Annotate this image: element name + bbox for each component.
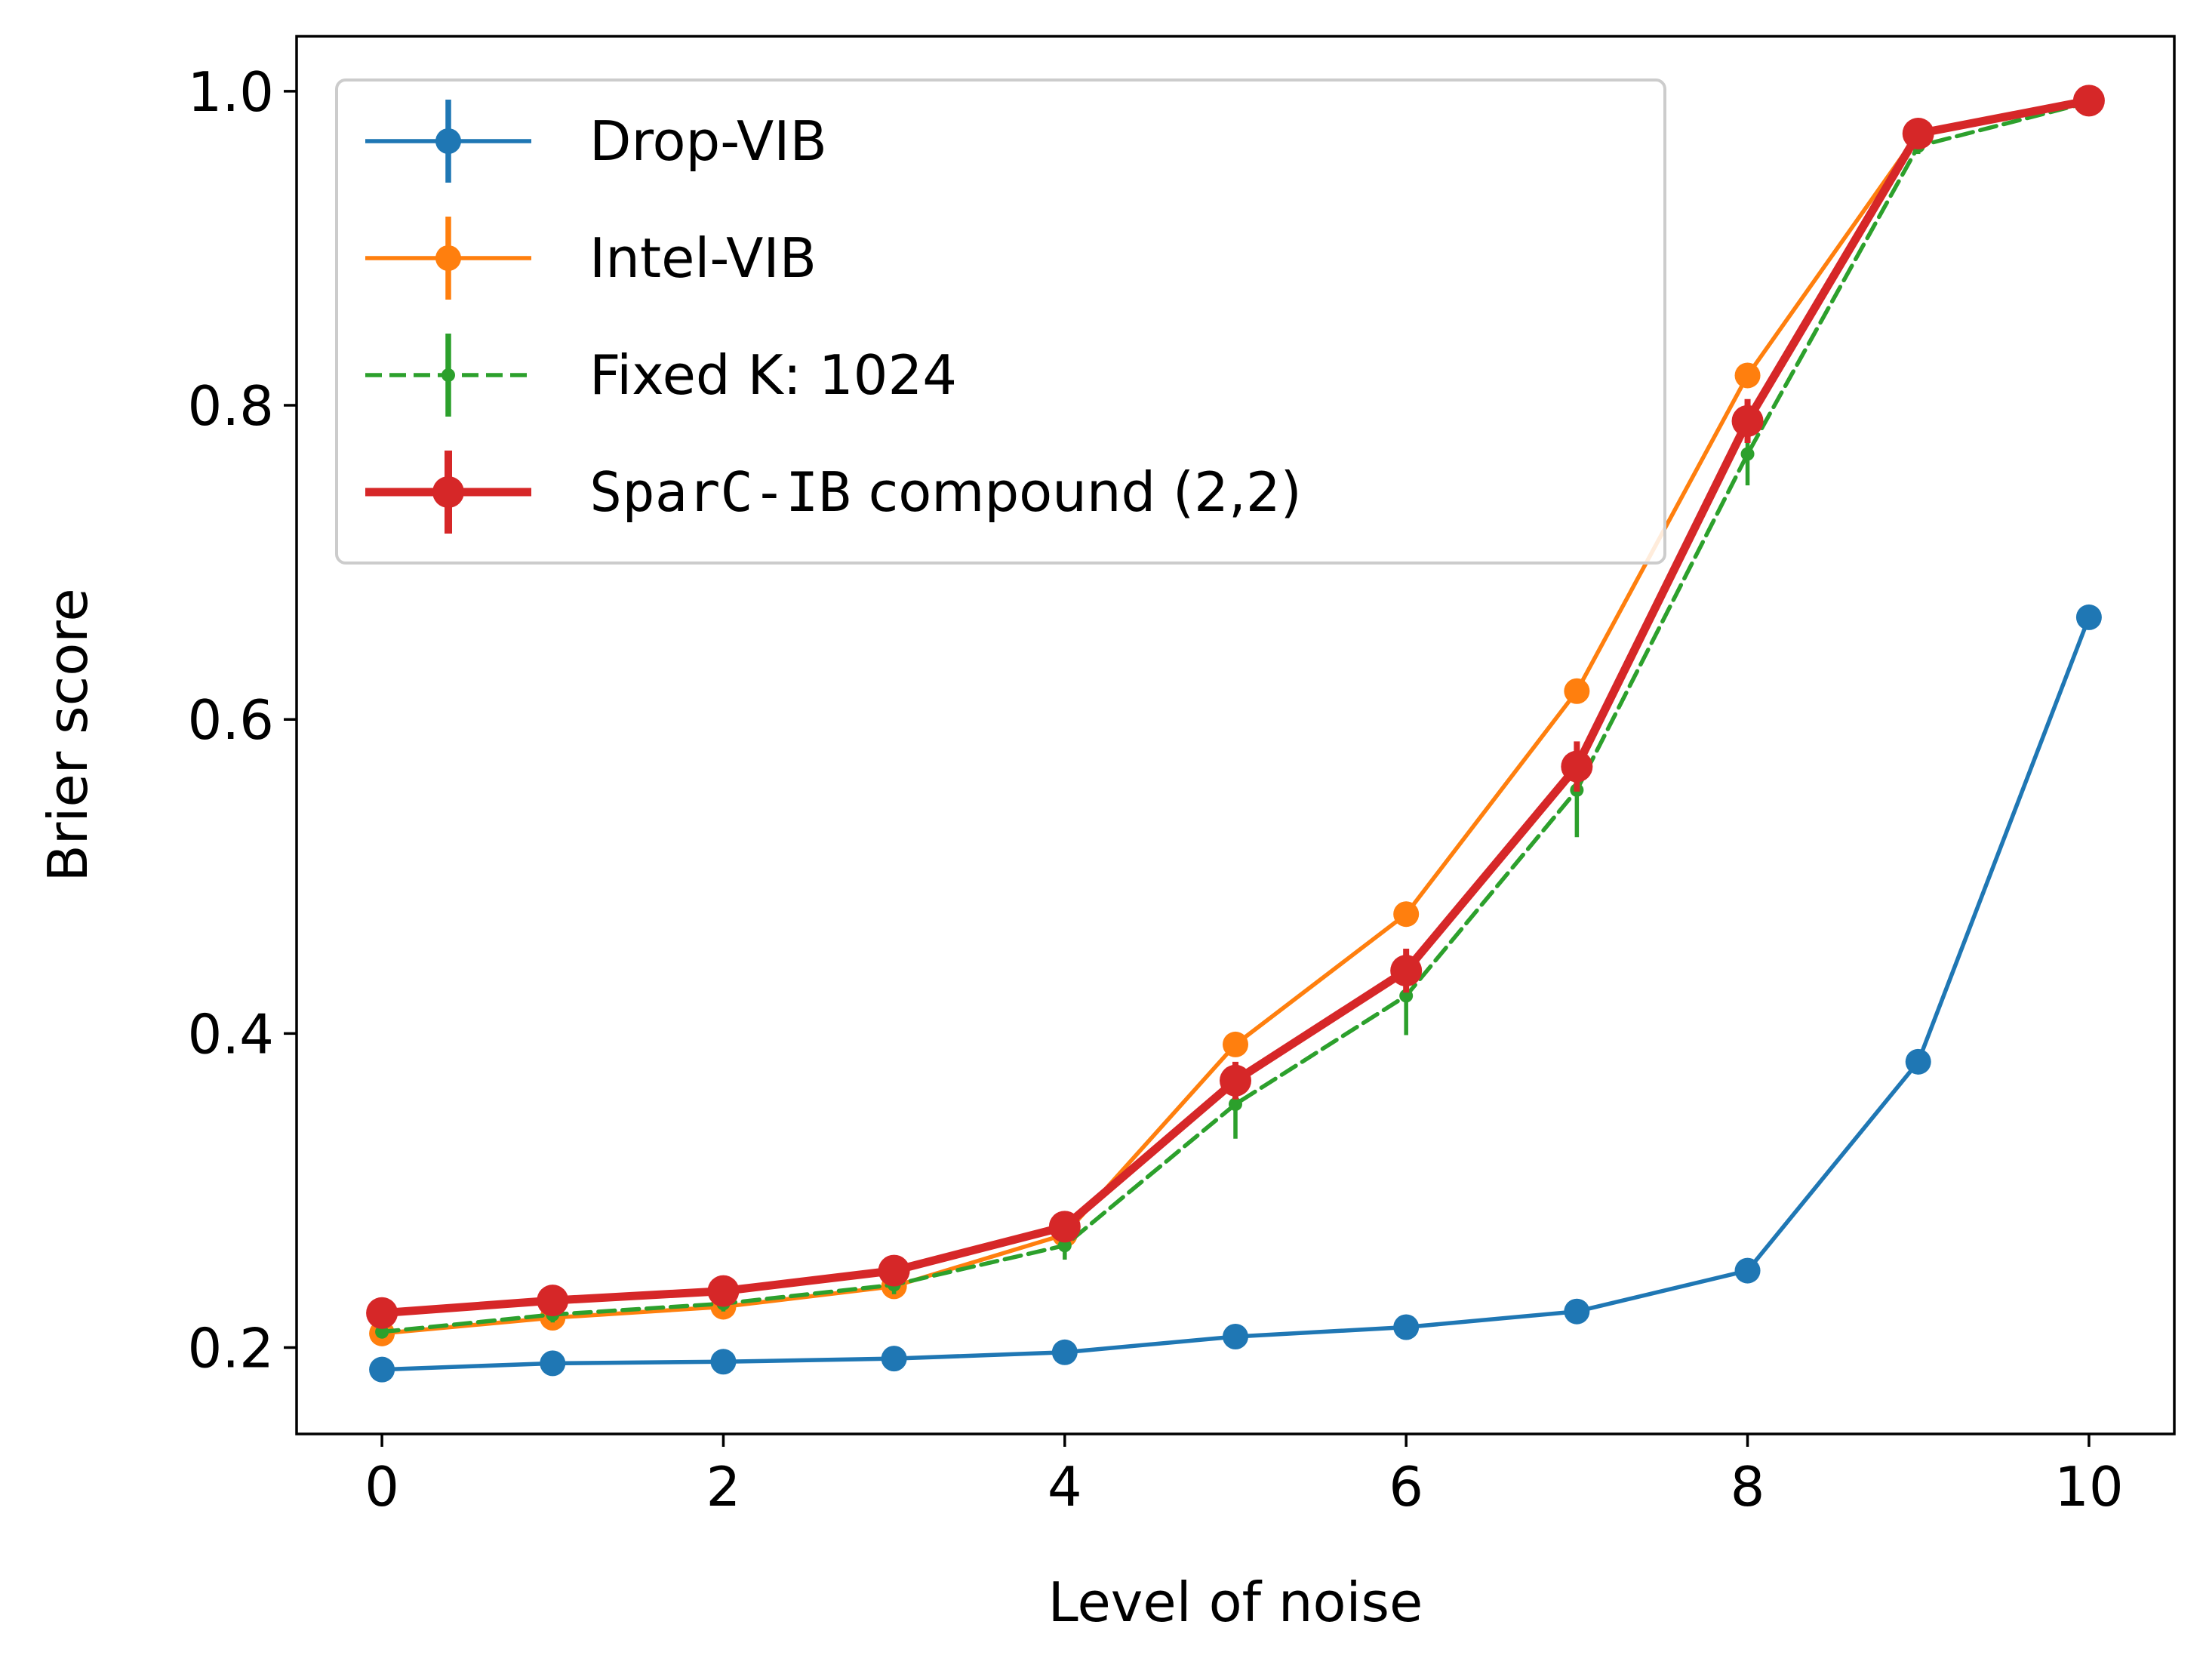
legend-marker <box>442 368 455 382</box>
y-tick-label: 1.0 <box>187 60 274 124</box>
data-point <box>1399 989 1414 1003</box>
x-tick-label: 4 <box>1048 1455 1082 1518</box>
legend-handle-0 <box>365 100 531 183</box>
legend-label-sparc-ib-suffix: compound (2,2) <box>851 460 1302 524</box>
data-point <box>710 1349 737 1375</box>
legend-handle-1 <box>365 217 531 300</box>
data-point <box>369 1356 395 1383</box>
y-tick-label: 0.8 <box>187 374 274 438</box>
data-point <box>881 1346 907 1372</box>
legend-marker <box>435 245 461 271</box>
legend-label-drop-vib: Drop-VIB <box>589 109 827 173</box>
y-tick-label: 0.6 <box>187 688 274 752</box>
legend-handle-3 <box>365 451 531 534</box>
data-point <box>537 1285 569 1317</box>
plot-area <box>366 85 2105 1383</box>
data-point <box>1220 1064 1251 1097</box>
data-point <box>1048 1211 1081 1243</box>
legend-marker <box>435 128 461 154</box>
y-axis-label: Brier score <box>36 588 100 882</box>
data-point <box>1051 1339 1078 1365</box>
data-point <box>366 1297 398 1329</box>
legend-frame <box>335 78 1666 565</box>
data-point <box>878 1254 910 1287</box>
x-axis-label: Level of noise <box>1048 1571 1423 1634</box>
data-point <box>1393 901 1420 928</box>
data-point <box>1902 118 1934 150</box>
y-tick-label: 0.2 <box>187 1317 274 1380</box>
data-point <box>1229 1097 1242 1112</box>
x-tick-label: 6 <box>1389 1455 1423 1518</box>
legend: Drop-VIB Intel-VIB Fixed K: 1024 SparC-I… <box>335 78 1666 565</box>
data-point <box>1564 1298 1590 1325</box>
series-3 <box>366 85 2105 1329</box>
data-point <box>1905 1048 1931 1075</box>
y-tick-label: 0.4 <box>187 1002 274 1066</box>
data-point <box>1561 750 1593 783</box>
legend-marker <box>432 476 464 508</box>
legend-label-intel-vib: Intel-VIB <box>589 226 817 290</box>
data-point <box>2072 85 2105 117</box>
axes-frame <box>295 35 2176 1435</box>
data-point <box>1564 678 1590 704</box>
legend-handle-2 <box>365 334 531 417</box>
legend-handles <box>365 100 531 534</box>
data-point <box>2075 604 2102 630</box>
data-point <box>1390 955 1423 987</box>
series-0 <box>369 604 2102 1383</box>
data-point <box>1734 1257 1761 1284</box>
x-tick-label: 0 <box>365 1455 399 1518</box>
x-tick-label: 2 <box>706 1455 741 1518</box>
data-point <box>1731 405 1764 437</box>
data-point <box>707 1275 740 1307</box>
legend-label-fixed-k: Fixed K: 1024 <box>589 343 957 407</box>
x-tick-label: 10 <box>2054 1455 2124 1518</box>
legend-label-sparc-ib-name: SparC-IB <box>589 460 851 524</box>
axes: 0 2 4 6 8 10 0.2 0.4 0.6 0.8 1.0 <box>187 35 2176 1518</box>
data-point <box>1393 1314 1420 1340</box>
data-point <box>1223 1031 1248 1057</box>
data-point <box>1734 362 1761 389</box>
x-tick-label: 8 <box>1731 1455 1765 1518</box>
data-point <box>1223 1323 1248 1349</box>
data-point <box>540 1350 566 1377</box>
data-point <box>1740 447 1755 461</box>
legend-label-sparc-ib: SparC-IB compound (2,2) <box>589 460 1302 524</box>
